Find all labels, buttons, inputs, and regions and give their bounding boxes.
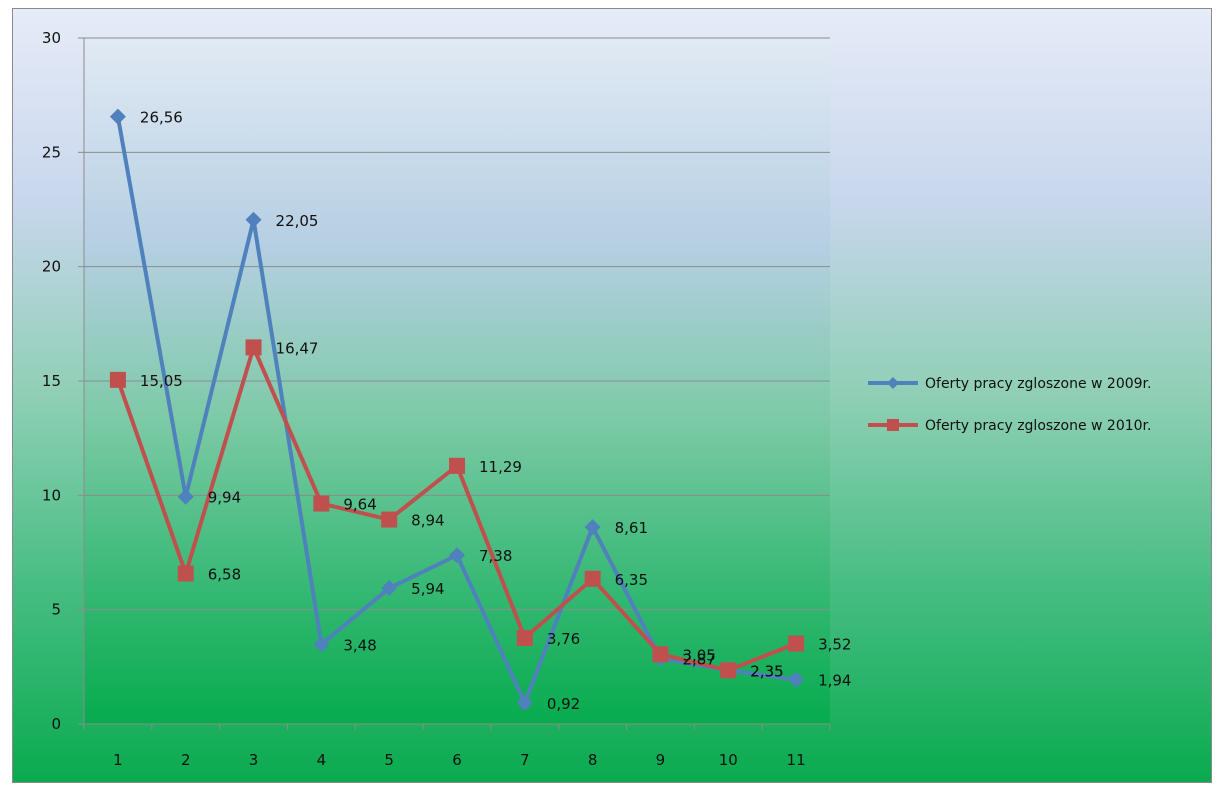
y-tick-label: 30: [42, 29, 61, 47]
legend-marker-diamond: [887, 377, 899, 389]
data-label: 5,94: [411, 580, 444, 598]
x-tick-label: 4: [317, 751, 327, 769]
data-label: 2,87: [682, 650, 715, 668]
data-label: 0,92: [547, 695, 580, 713]
data-label: 7,38: [479, 547, 512, 565]
x-tick-label: 11: [787, 751, 806, 769]
data-point-square: [720, 662, 737, 679]
data-label: 15,05: [140, 372, 183, 390]
data-label: 6,35: [615, 571, 648, 589]
data-label: 8,94: [411, 512, 444, 530]
x-tick-label: 2: [181, 751, 191, 769]
x-tick-label: 10: [719, 751, 738, 769]
data-label: 3,52: [818, 636, 851, 654]
legend-label: Oferty pracy zgloszone w 2009r.: [925, 376, 1151, 392]
data-labels: 26,56 9,94 22,05 3,48 5,94 7,38 0,92 8,61 2,87 2,…: [140, 109, 852, 713]
data-label: 22,05: [276, 212, 319, 230]
chart-frame: [12, 8, 1212, 783]
data-point-diamond: [245, 211, 262, 228]
y-tick-label: 25: [42, 143, 61, 161]
data-point-square: [313, 495, 330, 512]
data-label: 3,48: [343, 636, 376, 654]
data-point-square: [109, 371, 126, 388]
data-point-diamond: [516, 694, 533, 711]
data-point-diamond: [381, 580, 398, 597]
data-point-square: [788, 635, 805, 652]
data-point-square: [652, 646, 669, 663]
data-label: 26,56: [140, 109, 183, 127]
data-point-diamond: [313, 636, 330, 653]
x-tick-label: 1: [113, 751, 123, 769]
y-tick-label: 10: [42, 486, 61, 504]
x-tick-label: 9: [656, 751, 666, 769]
data-label: 3,76: [547, 630, 580, 648]
legend-marker-square: [887, 419, 899, 431]
data-point-diamond: [788, 671, 805, 688]
data-label: 6,58: [208, 566, 241, 584]
data-point-square: [584, 570, 601, 587]
data-point-square: [449, 457, 465, 474]
legend: Oferty pracy zgloszone w 2009r. Oferty pr…: [868, 376, 1151, 434]
x-tick-label: 7: [520, 751, 530, 769]
data-label: 2,35: [750, 662, 783, 680]
data-label: 3,05: [682, 646, 715, 664]
data-label: 2,35: [750, 662, 783, 680]
data-label: 8,61: [615, 519, 648, 537]
data-point-diamond: [109, 108, 126, 125]
data-point-diamond: [584, 519, 601, 536]
y-tick-label: 0: [51, 715, 61, 733]
data-label: 16,47: [276, 339, 319, 357]
x-tick-label: 8: [588, 751, 598, 769]
data-point-square: [245, 339, 262, 356]
y-tick-label: 20: [42, 258, 61, 276]
data-point-square: [381, 511, 398, 528]
data-label: 11,29: [479, 458, 522, 476]
x-tick-label: 3: [249, 751, 259, 769]
y-tick-label: 5: [51, 601, 61, 619]
data-label: 1,94: [818, 672, 851, 690]
legend-label: Oferty pracy zgloszone w 2010r.: [925, 418, 1151, 434]
data-label: 9,94: [208, 489, 241, 507]
data-label: 9,64: [343, 496, 376, 514]
data-point-square: [177, 565, 194, 582]
x-tick-label: 6: [452, 751, 462, 769]
data-point-diamond: [449, 547, 465, 564]
axes: 0 5 10 15 20 25 30 1 2 3 4 5 6 7 8 9 10 11: [42, 29, 831, 769]
x-tick-label: 5: [384, 751, 394, 769]
data-point-diamond: [177, 488, 194, 505]
data-point-square: [516, 630, 533, 647]
series-layer: [109, 108, 805, 711]
y-tick-label: 15: [42, 372, 61, 390]
